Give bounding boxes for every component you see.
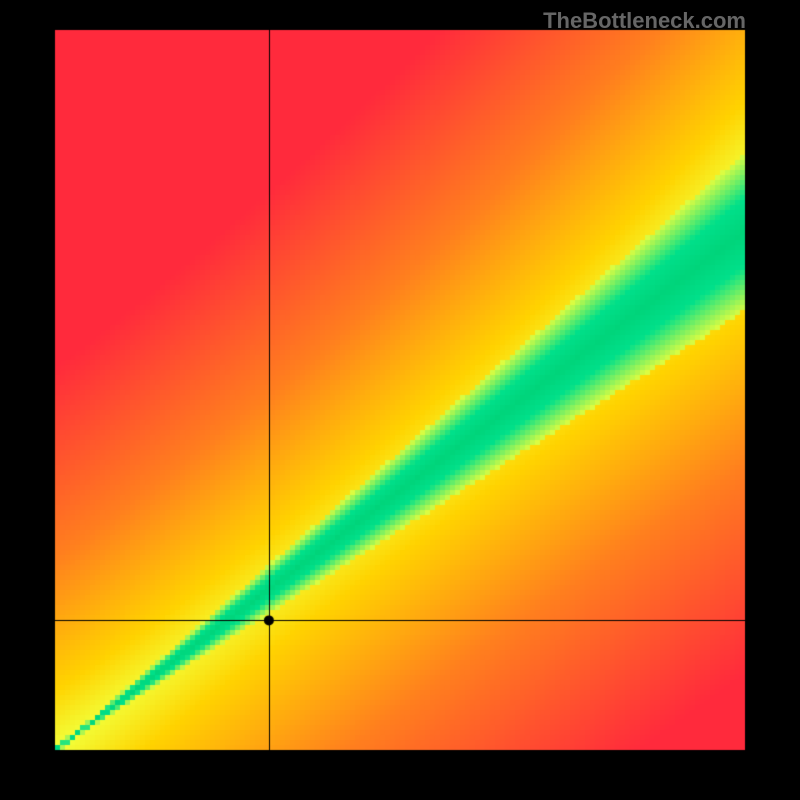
bottleneck-heatmap <box>0 0 800 800</box>
chart-container: TheBottleneck.com <box>0 0 800 800</box>
